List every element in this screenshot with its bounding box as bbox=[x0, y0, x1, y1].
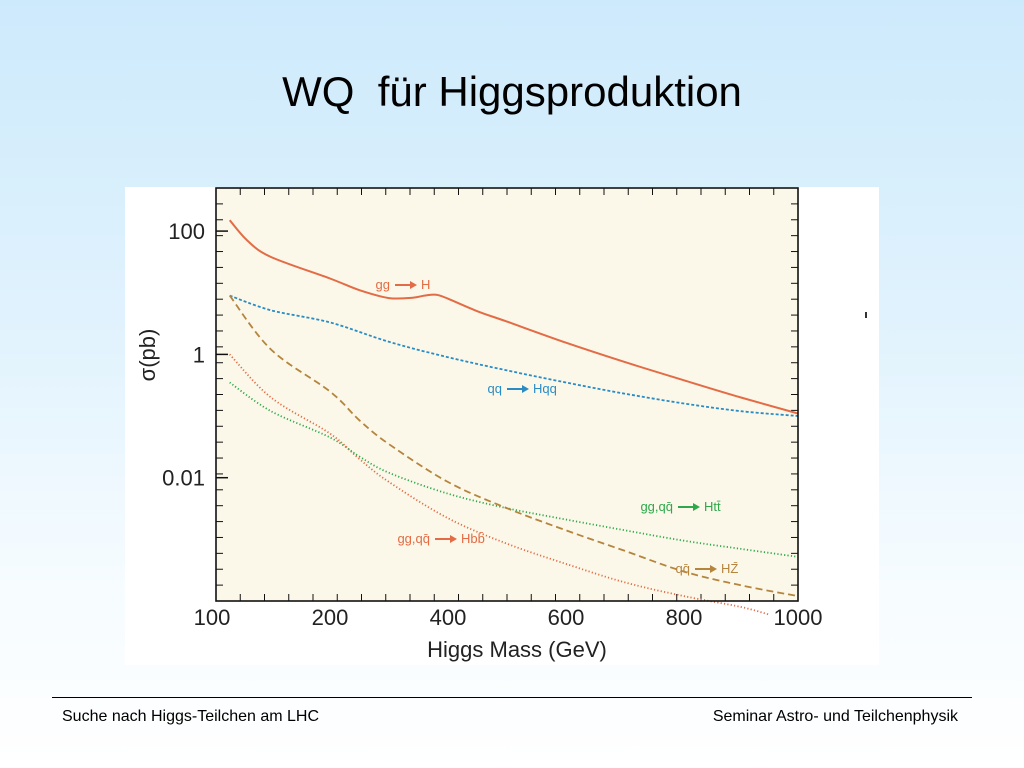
arrow-head-icon bbox=[710, 565, 717, 573]
series-label-1: qq Hqq bbox=[488, 381, 557, 396]
arrow-head-icon bbox=[450, 535, 457, 543]
y-tick-label: 0.01 bbox=[162, 466, 205, 491]
series-label-final-state: H bbox=[421, 277, 430, 292]
plot-frame bbox=[215, 187, 799, 602]
series-label-initial-state: gg bbox=[376, 277, 390, 292]
series-label-final-state: Htt̄ bbox=[704, 499, 721, 514]
x-tick-label: 1000 bbox=[774, 605, 823, 630]
series-label-initial-state: qq bbox=[488, 381, 502, 396]
slide-title: WQ für Higgsproduktion bbox=[282, 68, 742, 115]
footer-left-text: Suche nach Higgs-Teilchen am LHC bbox=[62, 708, 320, 725]
series-label-final-state: Hbb̄ bbox=[461, 531, 485, 546]
x-tick-label: 800 bbox=[666, 605, 703, 630]
arrow-head-icon bbox=[522, 385, 529, 393]
series-label-final-state: HZ̄ bbox=[721, 561, 738, 576]
series-label-initial-state: gg,qq̄ bbox=[640, 499, 673, 514]
series-label-initial-state: gg,qq̄ bbox=[397, 531, 430, 546]
series-line-2 bbox=[229, 381, 799, 558]
cross-section-chart: 100 1 0.01 100 200 400 600 800 1000 gg Hqq Hqq gg,q… bbox=[135, 187, 867, 662]
series-label-2: gg,qq̄ Htt̄ bbox=[640, 499, 721, 514]
series-label-final-state: Hqq bbox=[533, 381, 557, 396]
series-label-0: gg H bbox=[376, 277, 431, 292]
x-tick-label: 600 bbox=[548, 605, 585, 630]
series-label-4: qq̄ HZ̄ bbox=[676, 561, 739, 576]
y-axis-label: σ(pb) bbox=[135, 329, 160, 382]
series-line-0 bbox=[228, 219, 799, 415]
arrow-head-icon bbox=[693, 503, 700, 511]
series-label-3: gg,qq̄ Hbb̄ bbox=[397, 531, 484, 546]
x-tick-label: 100 bbox=[194, 605, 231, 630]
stray-mark bbox=[865, 312, 867, 318]
series-line-3 bbox=[229, 353, 770, 616]
arrow-head-icon bbox=[410, 281, 417, 289]
series-label-initial-state: qq̄ bbox=[676, 561, 690, 576]
x-tick-label: 200 bbox=[312, 605, 349, 630]
series-line-1 bbox=[229, 294, 799, 417]
plot-area bbox=[216, 188, 798, 601]
y-tick-label: 100 bbox=[168, 219, 205, 244]
footer-divider bbox=[52, 697, 972, 698]
x-tick-label: 400 bbox=[430, 605, 467, 630]
x-axis-label: Higgs Mass (GeV) bbox=[427, 637, 607, 662]
y-tick-label: 1 bbox=[193, 342, 205, 367]
footer-right-text: Seminar Astro- und Teilchenphysik bbox=[712, 708, 958, 725]
series-line-4 bbox=[228, 295, 799, 597]
